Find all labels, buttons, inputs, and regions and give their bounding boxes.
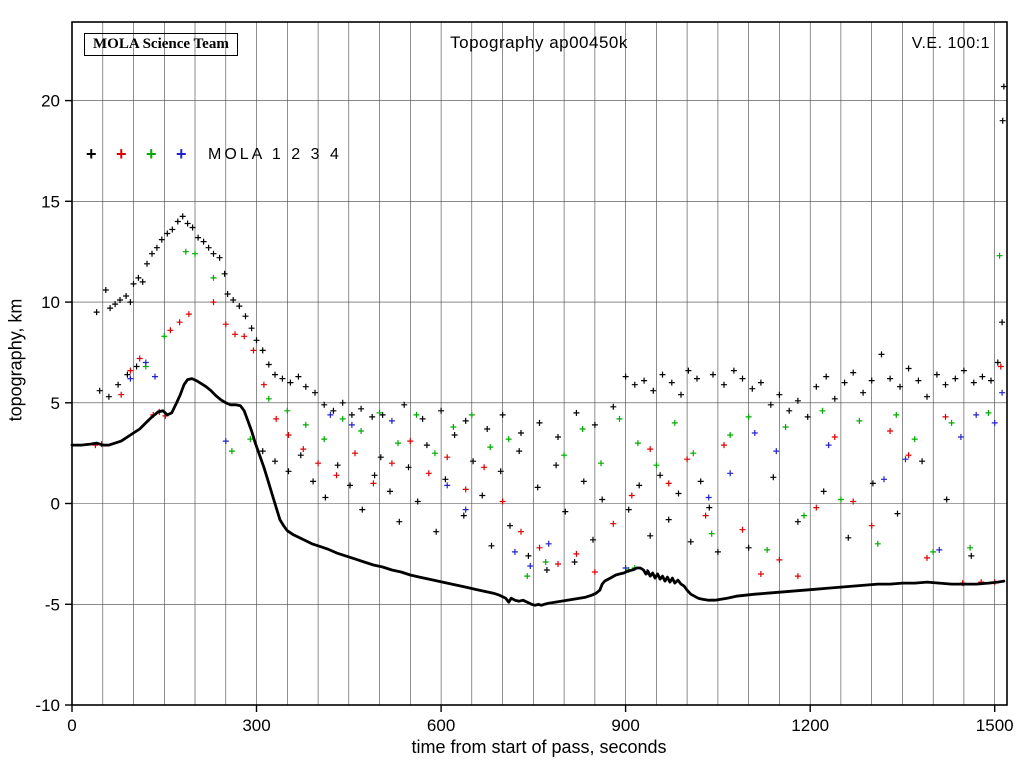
- axis-ticks: [65, 99, 996, 712]
- legend-label: MOLA 1 2 3 4: [208, 145, 342, 163]
- series-mola-1: [93, 83, 1007, 573]
- x-tick-label: 0: [67, 716, 76, 735]
- mola1-marker-icon: +: [86, 144, 97, 164]
- mola3-marker-icon: +: [146, 144, 157, 164]
- x-tick-label: 1500: [976, 716, 1014, 735]
- ground-track-profile: [70, 377, 1006, 607]
- series-mola-2: [92, 299, 1004, 587]
- series-mola-4: [127, 359, 1006, 575]
- axis-tick-labels: 0 300 600 900 1200 1500 -10 -5 0 5 10 15 20: [35, 92, 1013, 735]
- x-tick-label: 900: [611, 716, 639, 735]
- vertical-exaggeration-label: V.E. 100:1: [911, 35, 990, 52]
- x-tick-label: 1200: [791, 716, 829, 735]
- y-axis-label: topography, km: [5, 298, 26, 422]
- y-tick-label: 0: [51, 495, 60, 514]
- plot-frame: [71, 21, 1008, 706]
- chart-title: Topography ap00450k: [450, 33, 628, 52]
- science-team-box: MOLA Science Team: [84, 33, 238, 56]
- y-tick-label: -10: [35, 696, 60, 715]
- y-tick-label: 10: [41, 293, 60, 312]
- mola4-marker-icon: +: [176, 144, 187, 164]
- legend: + + + + MOLA 1 2 3 4: [86, 144, 342, 165]
- series-mola-3: [142, 248, 1003, 580]
- y-tick-label: 15: [41, 192, 60, 211]
- grid-lines: [72, 22, 1007, 705]
- y-tick-label: 20: [41, 92, 60, 111]
- y-tick-label: 5: [51, 394, 60, 413]
- x-tick-label: 600: [427, 716, 455, 735]
- y-tick-label: -5: [45, 595, 60, 614]
- x-axis-label: time from start of pass, seconds: [411, 737, 667, 757]
- x-tick-label: 300: [242, 716, 270, 735]
- mola2-marker-icon: +: [116, 144, 127, 164]
